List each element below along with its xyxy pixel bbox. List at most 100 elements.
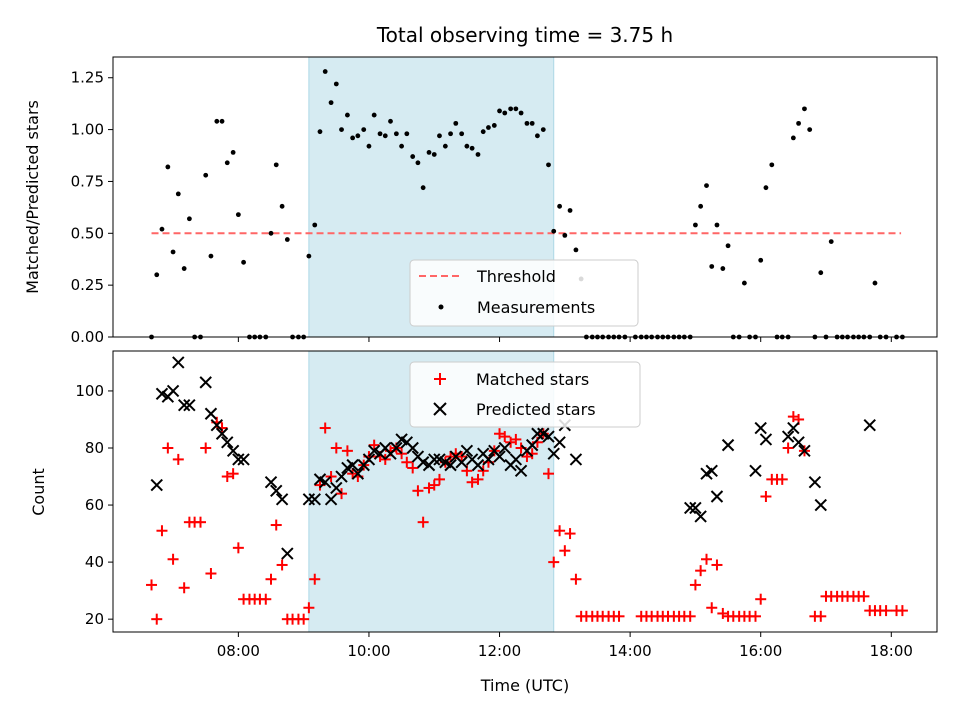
matched-star-point [782,442,794,454]
matched-star-point [227,468,239,480]
predicted-star-point [808,476,822,489]
predicted-star-point [498,441,511,455]
measurement-point [518,110,524,116]
matched-star-point [232,542,244,554]
measurement-point [420,185,426,191]
predicted-star-point [232,453,245,466]
legend-threshold-label: Threshold [476,267,556,286]
predicted-star-point [237,453,250,466]
predicted-star-point [792,436,805,449]
predicted-star-point [482,453,495,466]
measurement-point [214,118,220,124]
matched-star-point [407,462,419,474]
predicted-star-point [221,436,234,449]
matched-star-point [270,519,282,531]
legend-measurements-label: Measurements [477,298,595,317]
predicted-star-point [318,476,332,489]
measurement-point [208,253,214,259]
measurement-point [535,133,540,139]
predicted-star-point [264,476,278,489]
measurement-point [393,131,399,137]
matched-star-point [265,573,277,585]
measurement-point [312,222,318,228]
matched-star-point [701,553,713,565]
measurement-point [818,270,824,276]
predicted-star-point [509,453,523,466]
matched-star-point [146,579,158,591]
predicted-star-point [324,493,338,506]
measurement-point [366,143,372,149]
measurement-point [361,127,367,132]
bottom-x-tick-label: 14:00 [609,642,652,660]
bottom-panel: 20 40 60 80 100 08:00 10:00 12:00 14:00 16:00 18:… [29,350,938,695]
measurement-point [284,237,290,242]
measurement-point [382,133,388,139]
measurement-point [230,150,236,155]
legend-predicted-swatch [433,402,447,416]
measurement-point [388,118,393,124]
predicted-star-point [721,438,735,452]
measurement-point [431,152,437,157]
top-title: Total observing time = 3.75 h [376,23,673,47]
bottom-y-tick-label: 100 [75,382,104,400]
matched-star-point [200,442,212,454]
legend-predicted-label: Predicted stars [476,400,596,419]
predicted-star-point [330,481,343,495]
matched-star-point [684,610,696,622]
predicted-star-point [514,464,528,478]
measurement-point [306,253,312,259]
top-y-ticks: 0.00 0.25 0.50 0.75 1.00 1.25 [71,69,113,346]
matched-star-point [276,559,288,571]
measurement-point [698,203,704,209]
predicted-star-point [553,436,566,449]
top-panel: Total observing time = 3.75 h 0.000.250.… [23,23,938,346]
matched-star-point [554,525,566,537]
predicted-star-point [863,418,876,432]
predicted-star-point [444,458,457,472]
bottom-y-ticks: 20 40 60 80 100 [75,382,113,628]
predicted-star-point [281,547,294,560]
measurement-point [322,69,328,74]
measurement-point [802,106,807,112]
predicted-star-point [569,453,583,466]
measurement-point [546,162,551,168]
predicted-star-point [183,398,196,412]
measurement-point [181,266,187,271]
measurement-point [345,112,350,118]
matched-star-point [341,445,353,457]
predicted-star-point [683,501,697,515]
predicted-star-point [275,493,289,506]
matched-star-point [559,545,571,557]
matched-star-point [760,490,772,502]
matched-star-point [880,605,892,617]
measurement-point [464,143,470,149]
predicted-star-point [710,490,724,503]
measurement-point [693,222,698,228]
predicted-star-point [798,444,811,458]
predicted-star-point [471,458,485,472]
measurement-point [475,152,481,157]
measurement-point [377,131,383,137]
measurement-point [508,106,514,112]
predicted-star-point [308,493,321,506]
matched-star-point [260,593,272,605]
predicted-star-point [781,430,795,443]
measurement-point [551,228,557,234]
predicted-star-point [754,421,767,435]
measurement-point [562,232,568,238]
measurement-point [268,230,274,236]
bottom-x-label: Time (UTC) [480,676,569,695]
predicted-star-point [460,444,474,458]
bottom-x-tick-label: 18:00 [870,642,913,660]
matched-star-point [706,602,718,614]
matched-star-point [412,485,424,497]
measurement-point [371,112,377,118]
measurement-point [170,249,176,255]
bottom-axes-frame [112,350,938,633]
measurement-point [557,203,563,209]
measurement-point [459,131,465,137]
matched-star-point [205,568,217,580]
bottom-y-label: Count [29,468,48,516]
measurement-point [241,259,246,265]
measurement-point [355,133,361,139]
